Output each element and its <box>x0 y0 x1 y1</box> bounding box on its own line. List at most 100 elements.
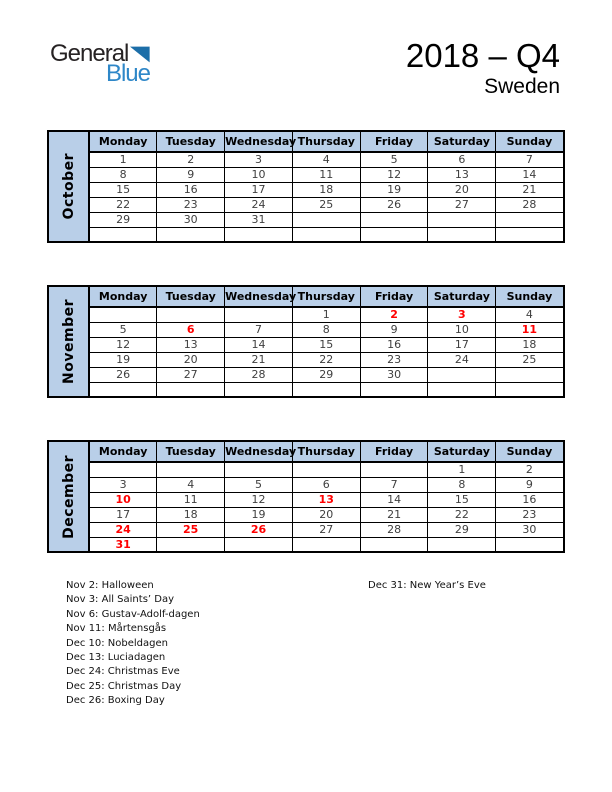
empty-cell <box>427 211 497 228</box>
date-cell: 14 <box>495 166 565 183</box>
empty-cell <box>495 381 565 398</box>
empty-cell <box>291 461 361 478</box>
holiday-entry: Dec 13: Luciadagen <box>66 652 166 664</box>
empty-cell <box>156 226 226 243</box>
date-cell: 16 <box>495 491 565 508</box>
weekday-header-wednesday: Wednesday <box>224 285 296 308</box>
date-cell: 15 <box>427 491 497 508</box>
date-cell: 9 <box>495 476 565 493</box>
weekday-header-wednesday: Wednesday <box>224 440 296 463</box>
calendar-december: December Monday Tuesday Wednesday Thursday Fr… <box>47 440 565 553</box>
date-cell: 8 <box>427 476 497 493</box>
holiday-entry: Dec 24: Christmas Eve <box>66 666 180 678</box>
date-cell: 24 <box>224 196 293 213</box>
empty-cell <box>291 536 361 553</box>
weekday-header-thursday: Thursday <box>291 285 361 308</box>
holiday-date-cell: 10 <box>88 491 158 508</box>
date-cell: 20 <box>291 506 361 523</box>
weekday-header-tuesday: Tuesday <box>156 130 226 153</box>
empty-cell <box>156 461 226 478</box>
empty-cell <box>427 226 497 243</box>
date-cell: 3 <box>224 151 293 168</box>
month-label: December <box>60 454 77 539</box>
date-cell: 27 <box>291 521 361 538</box>
date-cell: 22 <box>291 351 361 368</box>
holiday-date-cell: 31 <box>88 536 158 553</box>
date-cell: 2 <box>156 151 226 168</box>
week-row: 24 25 26 27 28 29 30 <box>48 521 565 538</box>
empty-cell <box>291 226 361 243</box>
holiday-entry: Dec 31: New Year’s Eve <box>368 580 486 591</box>
holiday-entry: Nov 11: Mårtensgås <box>66 623 167 635</box>
empty-cell <box>156 536 226 553</box>
date-cell: 5 <box>88 321 158 338</box>
date-cell: 1 <box>88 151 158 168</box>
date-cell: 7 <box>495 151 565 168</box>
date-cell: 12 <box>224 491 293 508</box>
date-cell: 13 <box>156 336 226 353</box>
month-label-cell: December <box>47 440 90 553</box>
week-row: 5 6 7 8 9 10 11 <box>48 321 565 338</box>
date-cell: 28 <box>224 366 293 383</box>
holiday-date-cell: 2 <box>359 306 429 323</box>
weekday-header-monday: Monday <box>88 285 158 308</box>
logo-triangle-icon <box>130 46 150 63</box>
date-cell: 16 <box>156 181 226 198</box>
week-row: 31 <box>48 536 565 553</box>
date-cell: 29 <box>427 521 497 538</box>
calendar-november: November Monday Tuesday Wednesday Thursday Fr… <box>47 285 565 398</box>
weekday-header-monday: Monday <box>88 440 158 463</box>
date-cell: 29 <box>88 211 158 228</box>
week-row: 8 9 10 11 12 13 14 <box>48 166 565 183</box>
weekday-header-thursday: Thursday <box>291 130 361 153</box>
date-cell: 25 <box>495 351 565 368</box>
date-cell: 18 <box>495 336 565 353</box>
date-cell: 13 <box>427 166 497 183</box>
date-cell: 24 <box>427 351 497 368</box>
date-cell: 5 <box>224 476 293 493</box>
date-cell: 29 <box>291 366 361 383</box>
date-cell: 4 <box>156 476 226 493</box>
week-row: 29 30 31 <box>48 211 565 228</box>
date-cell: 3 <box>88 476 158 493</box>
month-label: October <box>60 153 77 220</box>
date-cell: 8 <box>88 166 158 183</box>
empty-cell <box>427 381 497 398</box>
weekday-header-thursday: Thursday <box>291 440 361 463</box>
date-cell: 21 <box>359 506 429 523</box>
date-cell: 21 <box>495 181 565 198</box>
empty-cell <box>88 306 158 323</box>
date-cell: 23 <box>495 506 565 523</box>
date-cell: 17 <box>224 181 293 198</box>
date-cell: 22 <box>427 506 497 523</box>
date-cell: 7 <box>359 476 429 493</box>
weekday-header-wednesday: Wednesday <box>224 130 296 153</box>
date-cell: 19 <box>88 351 158 368</box>
date-cell: 20 <box>427 181 497 198</box>
date-cell: 1 <box>291 306 361 323</box>
empty-cell <box>359 536 429 553</box>
holiday-list-right: Dec 31: New Year’s Eve <box>368 579 486 593</box>
date-cell: 17 <box>88 506 158 523</box>
holiday-entry: Dec 26: Boxing Day <box>66 695 165 707</box>
date-cell: 27 <box>156 366 226 383</box>
empty-cell <box>88 461 158 478</box>
date-cell: 5 <box>359 151 429 168</box>
holiday-entry: Dec 10: Nobeldagen <box>66 637 168 649</box>
logo-text-general: General <box>50 40 129 67</box>
weekday-header-friday: Friday <box>359 130 429 153</box>
date-cell: 20 <box>156 351 226 368</box>
date-cell: 7 <box>224 321 293 338</box>
date-cell: 19 <box>359 181 429 198</box>
date-cell: 14 <box>359 491 429 508</box>
weekday-header-saturday: Saturday <box>427 440 497 463</box>
date-cell: 12 <box>88 336 158 353</box>
date-cell: 22 <box>88 196 158 213</box>
date-cell: 9 <box>156 166 226 183</box>
empty-cell <box>495 536 565 553</box>
date-cell: 1 <box>427 461 497 478</box>
empty-cell <box>495 226 565 243</box>
